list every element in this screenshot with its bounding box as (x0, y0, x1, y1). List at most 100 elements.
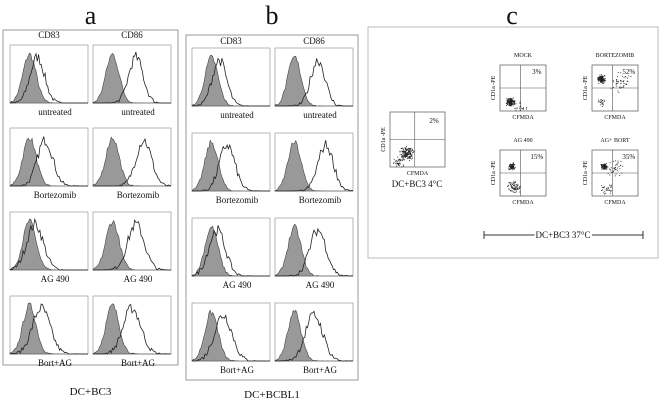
event-dot (406, 153, 408, 154)
event-dot (509, 102, 511, 104)
event-dot (397, 159, 399, 161)
event-dot (511, 186, 513, 188)
event-dot (619, 86, 621, 88)
event-dot (509, 104, 511, 106)
event-dot (602, 100, 603, 102)
panel-letter: c (506, 1, 518, 30)
event-dot (605, 192, 607, 194)
event-dot (406, 153, 408, 155)
event-dot (512, 101, 513, 102)
event-dot (517, 188, 518, 189)
event-dot (526, 108, 527, 110)
event-dot (409, 153, 411, 155)
event-dot (598, 80, 600, 82)
panel-letter: b (266, 1, 279, 30)
event-dot (622, 165, 624, 167)
event-dot (603, 164, 604, 166)
event-dot (601, 79, 603, 80)
event-dot (600, 76, 602, 78)
event-dot (402, 152, 404, 154)
event-dot (513, 162, 514, 164)
event-dot (603, 99, 605, 101)
event-dot (409, 156, 411, 157)
row-label: untreated (220, 110, 254, 120)
event-dot (403, 150, 405, 152)
event-dot (407, 148, 409, 149)
event-dot (400, 160, 402, 162)
event-dot (395, 159, 397, 161)
event-dot (515, 103, 517, 105)
event-dot (609, 186, 611, 188)
event-dot (508, 101, 510, 103)
event-dot (512, 183, 514, 185)
event-dot (513, 188, 514, 190)
event-dot (399, 163, 401, 165)
event-dot (613, 160, 614, 162)
event-dot (598, 101, 600, 103)
event-dot (409, 152, 411, 154)
event-dot (515, 187, 517, 189)
event-dot (401, 148, 403, 149)
event-dot (507, 99, 509, 100)
event-dot (604, 164, 605, 166)
event-dot (403, 148, 405, 150)
event-dot (618, 92, 620, 93)
event-dot (600, 81, 602, 83)
event-dot (409, 148, 411, 150)
event-dot (407, 157, 409, 159)
event-dot (395, 160, 396, 162)
event-dot (406, 150, 407, 152)
marker-histogram (92, 303, 172, 355)
event-dot (626, 80, 628, 82)
event-dot (402, 159, 403, 161)
event-dot (623, 86, 625, 88)
isotype-histogram (274, 55, 353, 107)
event-dot (615, 164, 617, 166)
event-dot (620, 72, 622, 74)
event-dot (406, 154, 408, 156)
event-dot (512, 103, 514, 105)
event-dot (510, 166, 512, 168)
event-dot (603, 187, 604, 188)
event-dot (601, 75, 603, 77)
event-dot (408, 150, 410, 152)
event-dot (511, 182, 513, 184)
event-dot (410, 155, 412, 157)
event-dot (405, 148, 406, 150)
event-dot (601, 163, 603, 165)
row-label: Bortezomib (299, 195, 342, 205)
x-axis-label: CFMDA (512, 200, 534, 206)
event-dot (507, 102, 509, 104)
event-dot (406, 156, 408, 157)
event-dot (613, 87, 614, 88)
event-dot (607, 172, 609, 174)
event-dot (519, 106, 521, 107)
event-dot (412, 150, 414, 152)
event-dot (514, 164, 516, 166)
event-dot (393, 158, 395, 160)
event-dot (407, 148, 408, 150)
event-dot (602, 82, 604, 84)
event-dot (601, 185, 602, 187)
event-dot (397, 163, 399, 164)
event-dot (511, 187, 513, 189)
event-dot (600, 80, 602, 82)
event-dot (602, 164, 604, 166)
event-dot (507, 101, 509, 103)
row-label: Bortezomib (34, 190, 77, 200)
event-dot (510, 99, 512, 101)
event-dot (515, 107, 517, 109)
event-dot (399, 163, 401, 165)
event-dot (630, 76, 632, 78)
event-dot (401, 159, 403, 161)
event-dot (407, 153, 409, 154)
event-dot (619, 168, 621, 170)
event-dot (510, 190, 512, 192)
event-dot (512, 165, 513, 167)
percent-label: 2% (429, 117, 439, 125)
event-dot (399, 151, 401, 153)
percent-label: 52% (622, 68, 635, 76)
isotype-histogram (191, 54, 270, 107)
event-dot (509, 164, 511, 166)
event-dot (605, 167, 607, 169)
